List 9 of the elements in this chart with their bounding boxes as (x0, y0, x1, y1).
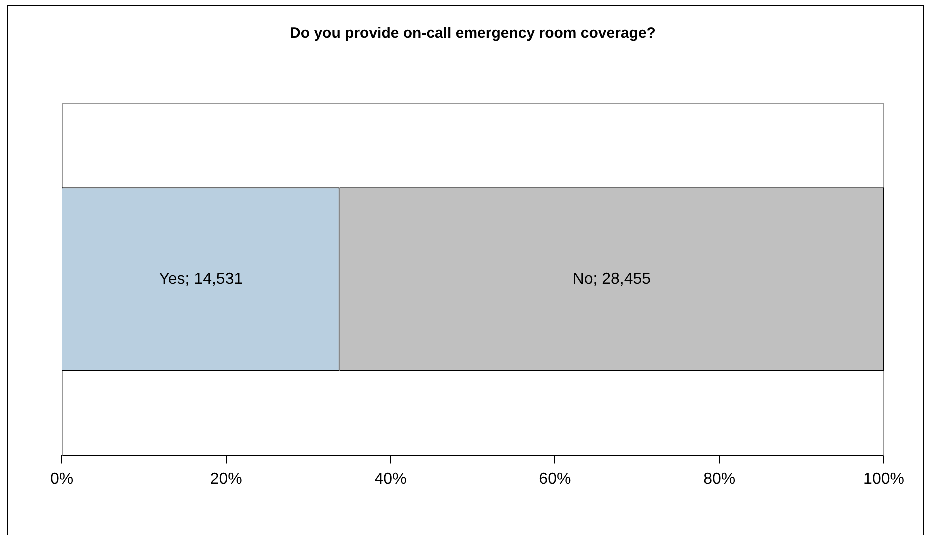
x-tick-label: 20% (210, 470, 242, 488)
x-tick-label: 0% (50, 470, 74, 488)
annotation: Yes; 14,531 (159, 270, 244, 288)
chart-title: Do you provide on-call emergency room coverage? (290, 25, 656, 42)
annotation: No; 28,455 (572, 270, 652, 288)
x-tick-label: 40% (374, 470, 407, 488)
x-tick-label: 100% (864, 470, 904, 488)
x-tick-label: 80% (704, 470, 736, 488)
x-tick-label: 60% (539, 470, 572, 488)
